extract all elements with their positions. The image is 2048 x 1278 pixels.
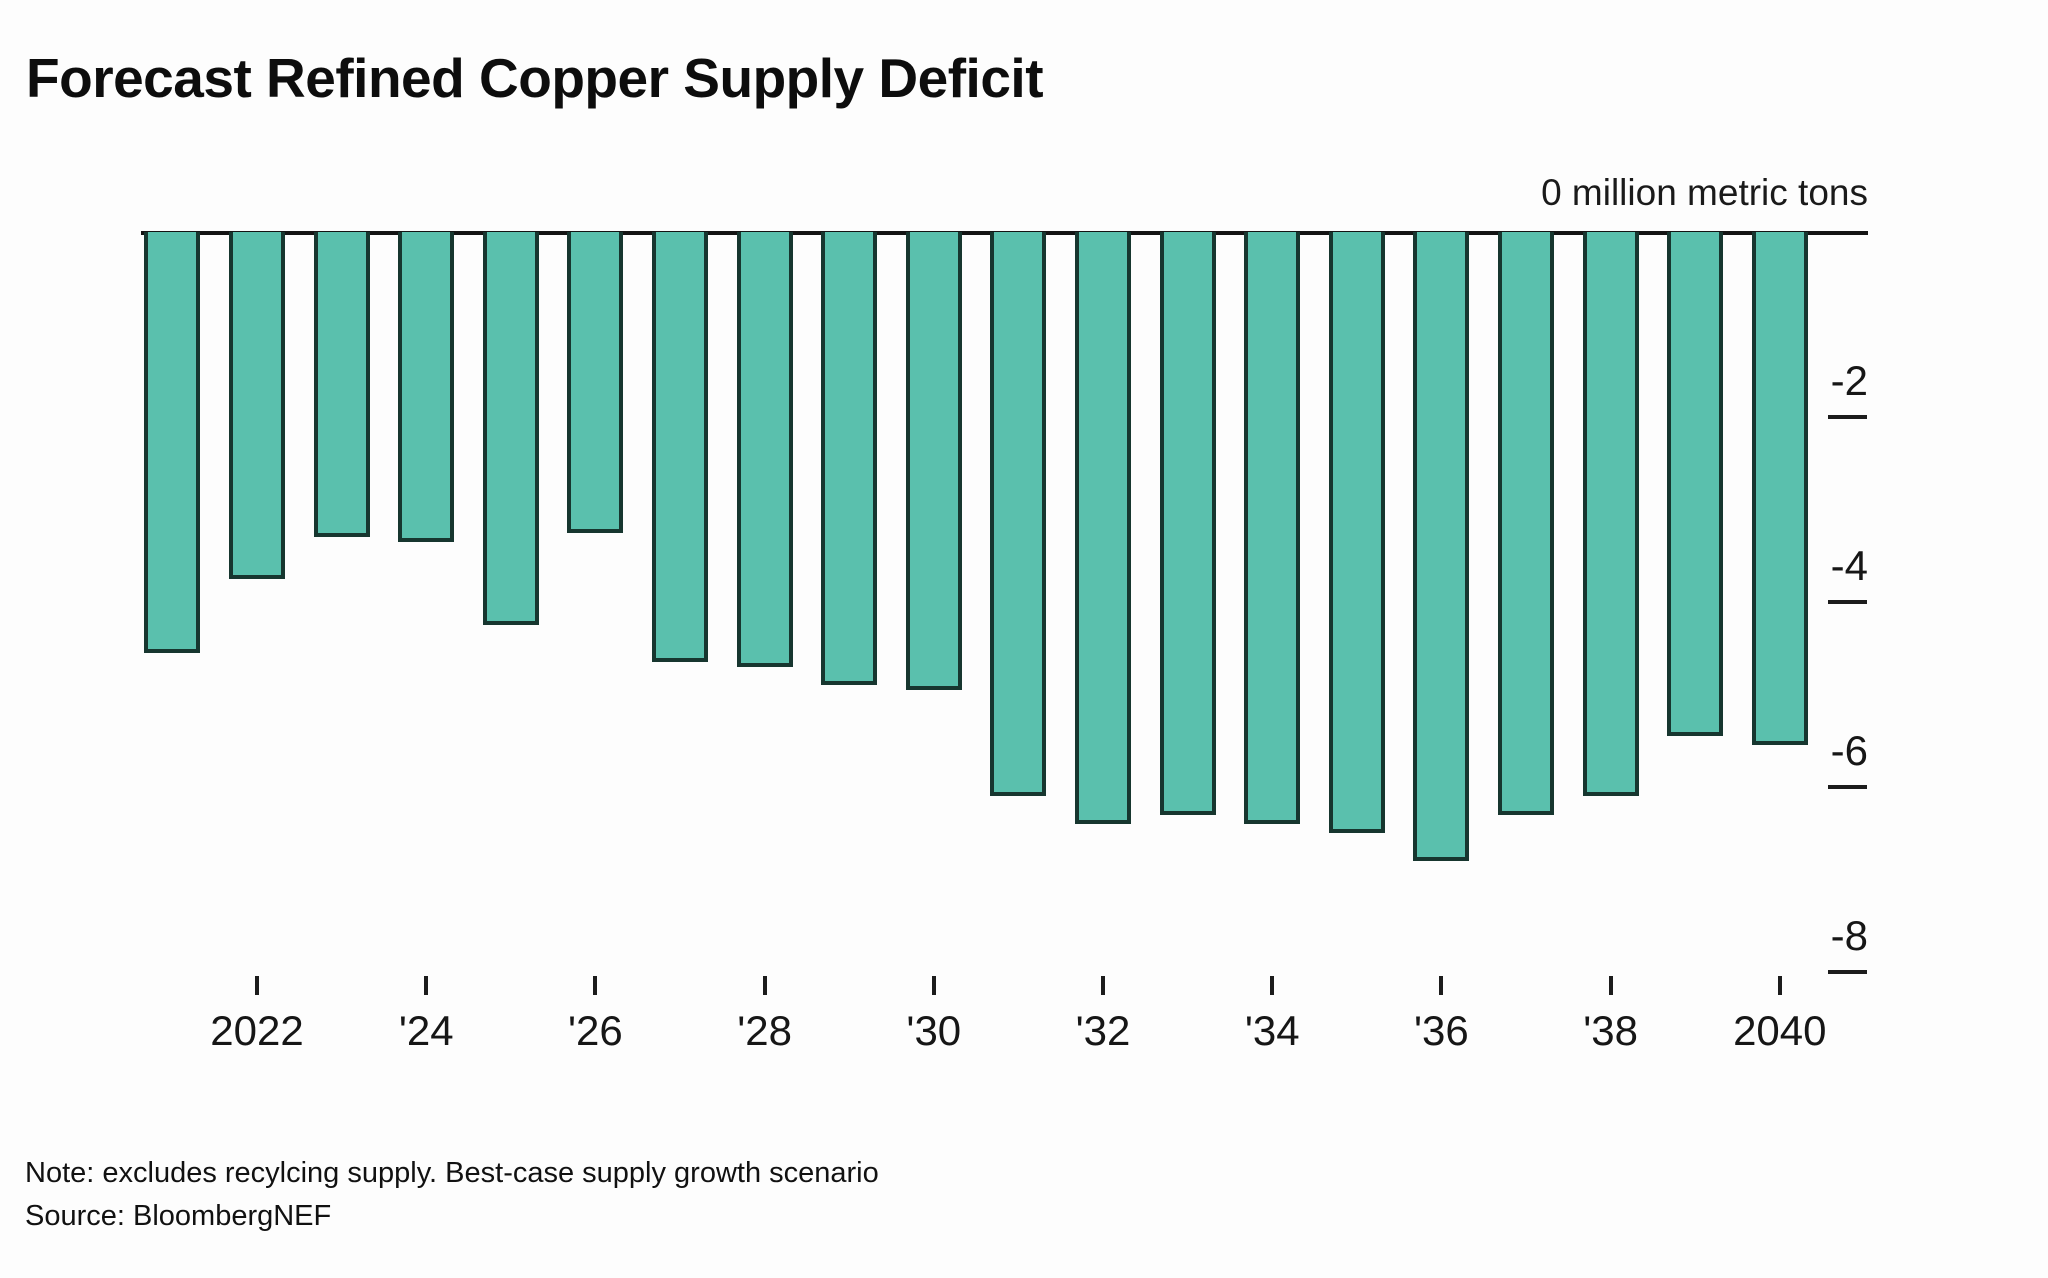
x-tick-dash-2038 xyxy=(1608,976,1613,995)
y-tick-label--4: -4 xyxy=(1830,542,1868,589)
bar-2032 xyxy=(1075,232,1131,824)
bar-2031 xyxy=(990,232,1047,797)
x-tick-dash-2036 xyxy=(1439,976,1444,995)
bar-2033 xyxy=(1159,232,1216,815)
chart-note: Note: excludes recylcing supply. Best-ca… xyxy=(25,1157,879,1189)
x-tick-dash-2024 xyxy=(424,976,429,995)
bar-2034 xyxy=(1244,232,1301,824)
x-tick-dash-2040 xyxy=(1777,976,1782,995)
bar-2036 xyxy=(1413,232,1470,861)
y-tick-dash--8 xyxy=(1828,970,1867,974)
y-tick-label--6: -6 xyxy=(1830,727,1868,774)
bar-2021 xyxy=(144,232,201,653)
y-tick-dash--2 xyxy=(1828,415,1867,419)
x-tick-label-2024: '24 xyxy=(398,1007,454,1054)
bar-2039 xyxy=(1667,232,1724,737)
y-tick-dash--6 xyxy=(1828,785,1867,789)
bar-2023 xyxy=(313,232,370,538)
bar-2026 xyxy=(567,232,624,533)
x-tick-label-2036: '36 xyxy=(1414,1007,1469,1054)
x-tick-label-2034: '34 xyxy=(1244,1007,1300,1054)
x-tick-dash-2028 xyxy=(762,976,767,995)
bar-2025 xyxy=(482,232,539,626)
y-tick-label--2: -2 xyxy=(1830,357,1868,404)
bar-2028 xyxy=(736,232,793,667)
x-tick-dash-2030 xyxy=(931,976,936,995)
chart-source: Source: BloombergNEF xyxy=(25,1200,332,1232)
x-tick-dash-2034 xyxy=(1270,976,1275,995)
bar-2024 xyxy=(398,232,455,542)
x-tick-dash-2022 xyxy=(255,976,259,995)
bar-2027 xyxy=(652,232,708,663)
x-tick-label-2026: '26 xyxy=(568,1007,623,1054)
y-tick-dash--4 xyxy=(1828,600,1867,604)
x-tick-dash-2026 xyxy=(593,976,598,995)
bar-2022 xyxy=(229,232,285,579)
bar-2038 xyxy=(1582,232,1639,797)
x-tick-label-2038: '38 xyxy=(1583,1007,1638,1054)
bar-2029 xyxy=(821,232,878,686)
chart-title: Forecast Refined Copper Supply Deficit xyxy=(26,47,1044,109)
y-axis-unit-label: 0 million metric tons xyxy=(1541,172,1868,213)
bar-2035 xyxy=(1328,232,1385,834)
x-tick-label-2040: 2040 xyxy=(1733,1007,1827,1054)
bar-2030 xyxy=(905,232,962,690)
x-tick-dash-2032 xyxy=(1101,976,1105,995)
y-tick-label--8: -8 xyxy=(1830,912,1868,959)
x-tick-label-2028: '28 xyxy=(737,1007,792,1054)
x-tick-label-2032: '32 xyxy=(1075,1007,1131,1054)
bar-2040 xyxy=(1751,232,1808,746)
bar-2037 xyxy=(1498,232,1554,815)
x-tick-label-2022: 2022 xyxy=(210,1007,304,1054)
x-tick-label-2030: '30 xyxy=(906,1007,962,1054)
